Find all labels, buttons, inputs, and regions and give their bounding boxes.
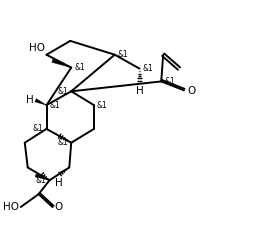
Polygon shape: [52, 59, 71, 68]
Text: H: H: [26, 95, 34, 105]
Text: &1: &1: [36, 176, 47, 185]
Text: H: H: [136, 86, 143, 96]
Text: &1: &1: [142, 64, 153, 73]
Text: &1: &1: [164, 77, 175, 86]
Text: &1: &1: [74, 63, 85, 72]
Text: &1: &1: [50, 101, 60, 110]
Text: &1: &1: [97, 101, 108, 110]
Text: O: O: [54, 202, 63, 212]
Text: &1: &1: [58, 138, 68, 147]
Text: HO: HO: [3, 202, 19, 212]
Text: HO: HO: [28, 43, 44, 53]
Text: &1: &1: [118, 50, 128, 59]
Polygon shape: [35, 174, 50, 180]
Text: H: H: [54, 178, 62, 188]
Text: O: O: [187, 86, 195, 96]
Text: &1: &1: [33, 124, 43, 133]
Polygon shape: [35, 99, 47, 105]
Text: &1: &1: [58, 87, 68, 96]
